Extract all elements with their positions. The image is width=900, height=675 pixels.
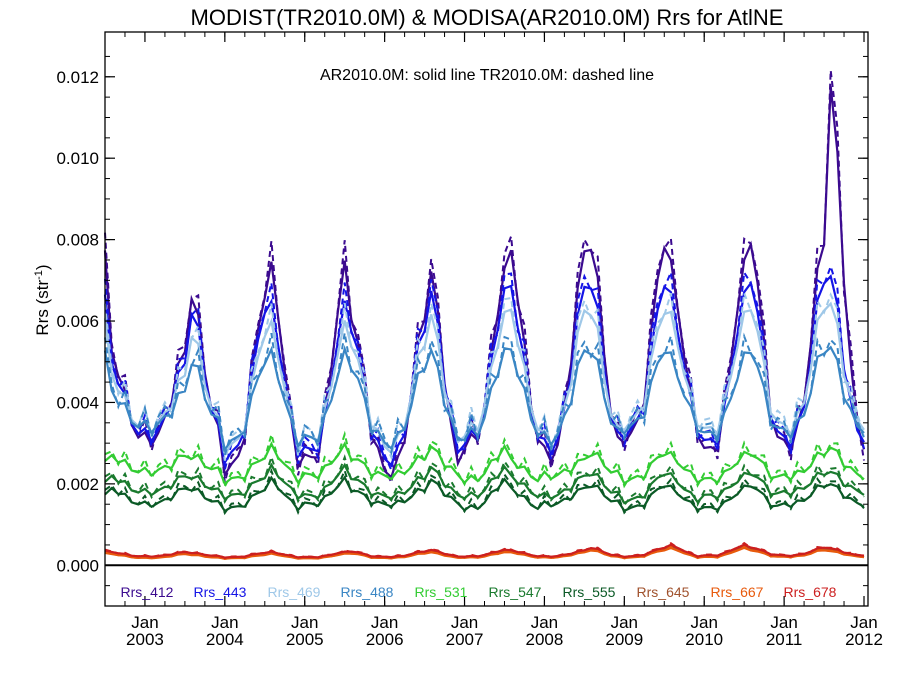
x-tick-month-label: Jan [131,613,158,632]
x-tick-month-label: Jan [291,613,318,632]
series-dashed-rrs-443 [104,263,865,474]
x-tick-month-label: Jan [850,613,877,632]
y-tick-label: 0.002 [56,475,99,494]
y-tick-label: 0.010 [56,149,99,168]
axes-layer: 0.0000.0020.0040.0060.0080.0100.012Jan20… [56,32,883,649]
y-axis-label-close: ) [33,264,52,270]
series-dashed-rrs-488 [104,332,865,456]
line-style-annotation: AR2010.0M: solid line TR2010.0M: dashed … [320,67,654,84]
series-dashed-rrs-531 [104,430,865,490]
y-tick-label: 0.008 [56,231,99,250]
series-solid-rrs-547 [104,462,865,505]
legend-entry-rrs-678: Rrs_678 [784,584,837,600]
legend-entry-rrs-469: Rrs_469 [268,584,321,600]
series-solid-rrs-555 [104,475,865,513]
y-tick-label: 0.000 [56,556,99,575]
x-tick-year-label: 2008 [526,630,564,649]
x-tick-year-label: 2004 [206,630,244,649]
x-tick-month-label: Jan [770,613,797,632]
legend-entry-rrs-667: Rrs_667 [711,584,764,600]
legend-entry-rrs-547: Rrs_547 [489,584,542,600]
series-solid-rrs-488 [103,344,865,453]
x-tick-year-label: 2005 [286,630,324,649]
series-solid-rrs-469 [103,301,865,458]
y-axis-label: Rrs (str-1) [33,264,52,335]
series-solid-rrs-678 [104,543,865,559]
x-tick-year-label: 2010 [685,630,723,649]
x-tick-month-label: Jan [611,613,638,632]
legend: Rrs_412 Rrs_443 Rrs_469 Rrs_488 Rrs_531 Rrs_5… [121,584,837,600]
x-tick-month-label: Jan [211,613,238,632]
legend-entry-rrs-412: Rrs_412 [121,584,174,600]
x-tick-month-label: Jan [691,613,718,632]
x-tick-year-label: 2012 [845,630,883,649]
x-tick-month-label: Jan [371,613,398,632]
y-tick-label: 0.006 [56,312,99,331]
legend-entry-rrs-488: Rrs_488 [341,584,394,600]
y-tick-label: 0.004 [56,393,99,412]
legend-entry-rrs-555: Rrs_555 [563,584,616,600]
x-tick-month-label: Jan [451,613,478,632]
plot-frame [104,31,869,607]
y-tick-label: 0.012 [56,68,99,87]
y-axis-label-text: Rrs (str [33,280,52,336]
x-tick-year-label: 2009 [605,630,643,649]
x-tick-year-label: 2007 [446,630,484,649]
legend-entry-rrs-531: Rrs_531 [415,584,468,600]
chart-title: MODIST(TR2010.0M) & MODISA(AR2010.0M) Rr… [191,5,784,30]
x-tick-year-label: 2003 [126,630,164,649]
x-tick-year-label: 2006 [366,630,404,649]
series-solid-rrs-531 [104,441,865,486]
x-tick-year-label: 2011 [766,630,803,649]
series-solid-rrs-667 [104,546,865,560]
legend-entry-rrs-443: Rrs_443 [194,584,247,600]
y-axis-label-superscript: -1 [33,270,45,280]
legend-entry-rrs-645: Rrs_645 [637,584,690,600]
plot-layer [103,70,868,567]
x-tick-month-label: Jan [531,613,558,632]
